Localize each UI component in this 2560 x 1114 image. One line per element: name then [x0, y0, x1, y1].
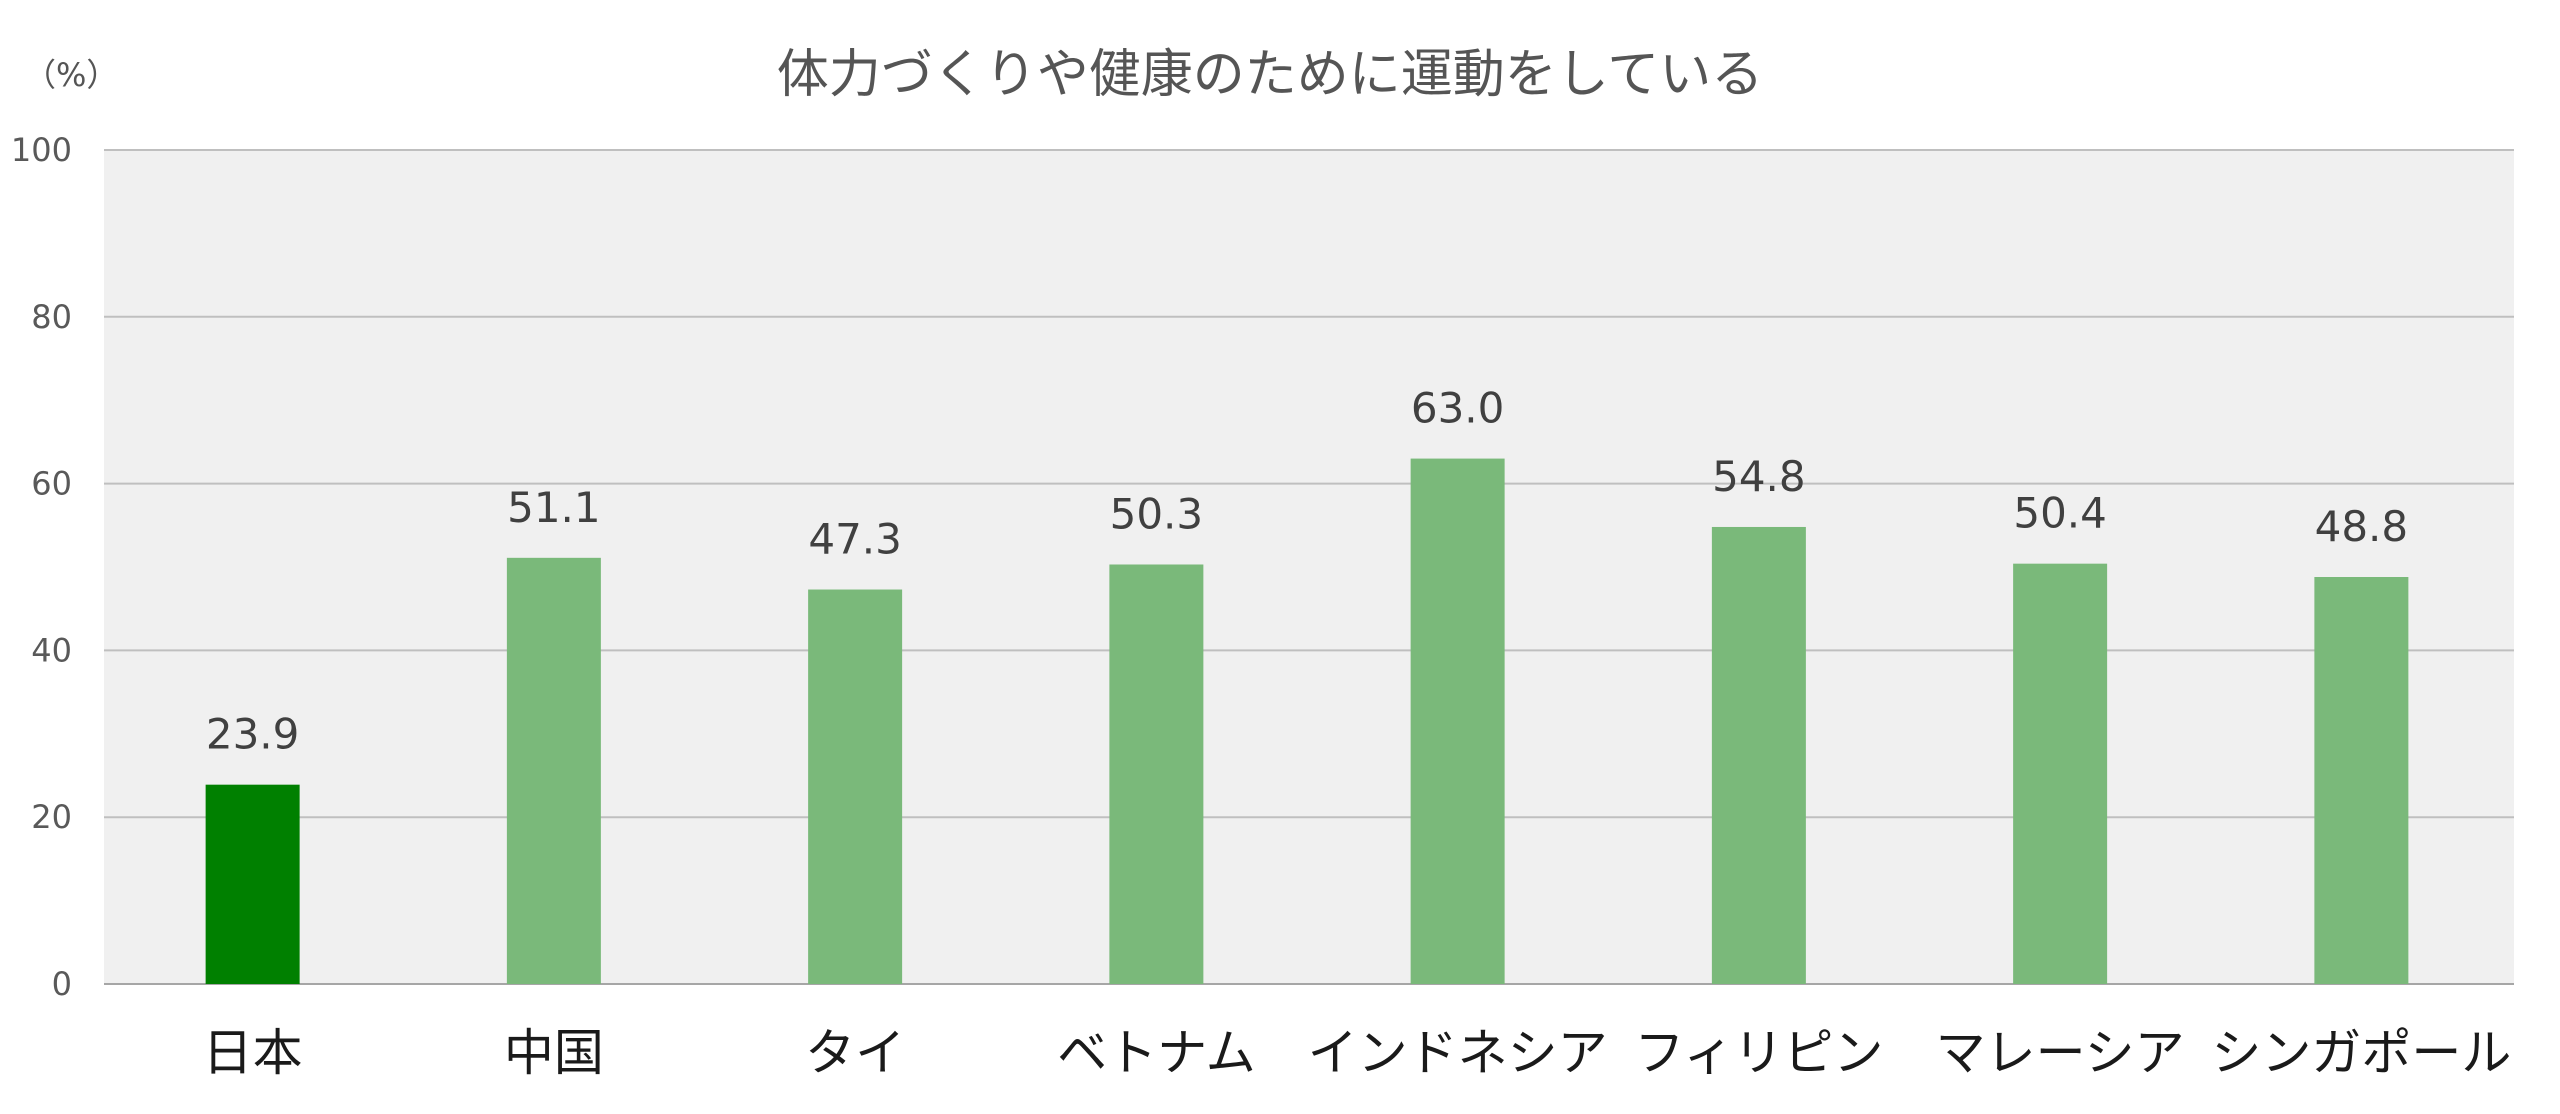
bar-5: [1410, 458, 1505, 985]
value-label: 63.0: [1411, 384, 1505, 433]
category-label: ベトナム: [1057, 1024, 1256, 1082]
category-label: インドネシア: [1308, 1024, 1608, 1082]
bar-1: [205, 784, 300, 984]
value-label: 50.3: [1110, 489, 1204, 538]
y-tick-label: 40: [31, 631, 72, 669]
bar-4: [1109, 564, 1204, 984]
category-label: シンガポール: [2211, 1024, 2511, 1082]
bar-7: [2013, 563, 2108, 984]
y-tick-label: 80: [31, 298, 72, 336]
value-label: 23.9: [206, 710, 300, 759]
bar-3: [808, 589, 903, 984]
value-labels: 23.9 51.1 47.3 50.3 63.0 54.8 50.4 48.8: [206, 384, 2408, 759]
value-label: 48.8: [2315, 502, 2409, 551]
value-label: 47.3: [808, 515, 902, 564]
category-label: フィリピン: [1634, 1024, 1883, 1082]
bar-2: [506, 557, 601, 984]
plot-background: [104, 150, 2514, 984]
bars: [205, 458, 2409, 985]
category-label: マレーシア: [1936, 1024, 2185, 1082]
y-unit-label: （%）: [24, 56, 118, 94]
chart-title: 体力づくりや健康のために運動をしている: [777, 45, 1763, 105]
y-tick-label: 100: [11, 131, 72, 169]
x-axis-categories: 日本 中国 タイ ベトナム インドネシア フィリピン マレーシア シンガポール: [203, 1024, 2512, 1082]
y-axis-ticks: 0 20 40 60 80 100: [11, 131, 72, 1003]
category-label: 日本: [203, 1024, 303, 1082]
gridlines: [104, 149, 2514, 985]
y-tick-label: 20: [31, 798, 72, 836]
category-label: タイ: [805, 1024, 905, 1082]
bar-6: [1711, 526, 1806, 984]
bar-8: [2314, 577, 2409, 984]
value-label: 54.8: [1712, 452, 1806, 501]
value-label: 50.4: [2013, 489, 2107, 538]
category-label: 中国: [504, 1024, 604, 1082]
y-tick-label: 60: [31, 465, 72, 503]
y-tick-label: 0: [52, 965, 72, 1003]
value-label: 51.1: [507, 483, 601, 532]
